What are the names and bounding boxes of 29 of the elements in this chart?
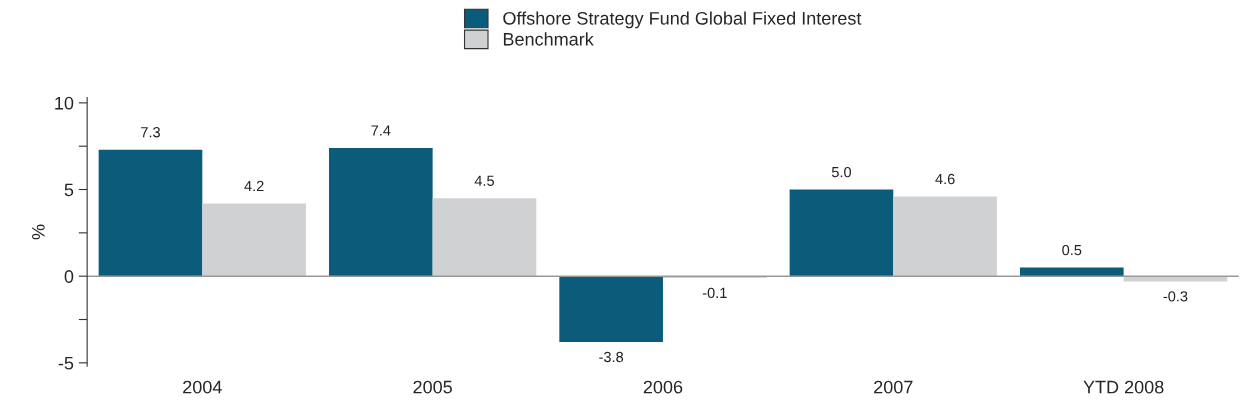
- data-label: 4.5: [474, 175, 494, 186]
- x-tick-label: 2004: [183, 380, 222, 394]
- bar: [893, 196, 997, 277]
- legend-label: Offshore Strategy Fund Global Fixed Interest: [503, 11, 862, 29]
- data-label: 4.6: [935, 173, 955, 185]
- y-tick-label: -5: [58, 356, 74, 370]
- data-label: 7.3: [141, 127, 160, 138]
- data-label: -0.3: [1163, 291, 1188, 302]
- bar: [98, 149, 203, 277]
- data-label: 5.0: [831, 166, 852, 178]
- x-tick-label: 2007: [874, 380, 913, 394]
- bar: [328, 147, 433, 277]
- bar: [202, 203, 306, 277]
- y-tick-label: 10: [55, 96, 74, 110]
- legend-label: Benchmark: [503, 32, 594, 46]
- data-label: 4.2: [244, 180, 264, 191]
- x-tick-label: 2006: [643, 380, 683, 394]
- x-tick-label: 2005: [413, 380, 452, 394]
- y-axis-title: %: [32, 224, 45, 240]
- data-label: 7.4: [371, 125, 391, 136]
- bar: [432, 198, 537, 277]
- y-tick-label: 5: [64, 183, 74, 197]
- data-label: 0.5: [1062, 244, 1082, 256]
- x-tick-label: YTD 2008: [1083, 380, 1164, 394]
- bar: [559, 276, 663, 343]
- data-label: -0.1: [702, 287, 727, 299]
- y-tick-label: 0: [64, 270, 74, 283]
- bar: [789, 189, 894, 277]
- data-label: -3.8: [599, 351, 624, 363]
